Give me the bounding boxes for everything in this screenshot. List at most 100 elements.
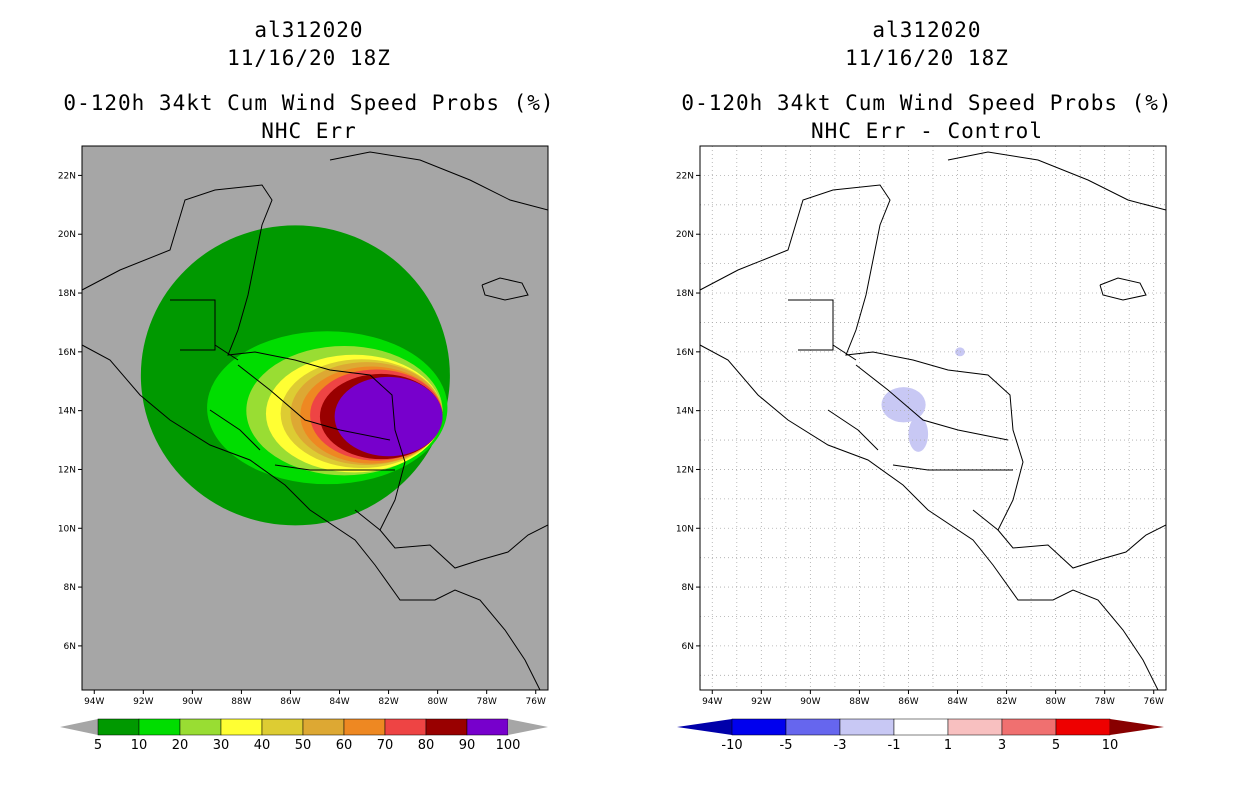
country-border xyxy=(827,409,879,451)
colorbar-swatch xyxy=(947,718,1003,736)
y-tick-label: 22N xyxy=(676,171,694,181)
x-tick-label: 82W xyxy=(996,697,1016,707)
y-tick-label: 8N xyxy=(64,583,76,593)
country-border xyxy=(855,364,1009,441)
jamaica-coastline xyxy=(1099,277,1147,301)
map-frame xyxy=(699,145,1167,691)
x-tick-label: 84W xyxy=(947,697,967,707)
x-tick-label: 76W xyxy=(526,697,546,707)
colorbar-swatch xyxy=(384,718,427,736)
storm-id-title: al312020 xyxy=(254,18,364,42)
y-tick-label: 14N xyxy=(58,407,76,417)
colorbar-swatch xyxy=(261,718,304,736)
colorbar-swatch xyxy=(785,718,841,736)
x-tick-label: 84W xyxy=(329,697,349,707)
y-tick-label: 10N xyxy=(58,524,76,534)
x-tick-label: 88W xyxy=(231,697,251,707)
colorbar-swatch xyxy=(220,718,263,736)
cuba-coastline xyxy=(329,151,548,211)
y-tick-label: 18N xyxy=(676,289,694,299)
left-map-chart: 94W 92W 90W 88W 86W 84W 82W 80W 78W 76W 22N 20N 18N 1… xyxy=(58,145,549,753)
x-tick-label: 86W xyxy=(898,697,918,707)
caribbean-coastline xyxy=(82,184,548,569)
country-border xyxy=(274,464,395,471)
colorbar-swatch xyxy=(425,718,468,736)
colorbar-label: -3 xyxy=(834,738,847,753)
x-tick-label: 90W xyxy=(800,697,820,707)
colorbar-swatch xyxy=(893,718,949,736)
right-map-chart: 94W 92W 90W 88W 86W 84W 82W 80W 78W 76W22N20N18N1… xyxy=(676,145,1167,753)
map-layer xyxy=(700,146,1166,690)
colorbar-label: 70 xyxy=(377,738,394,753)
colorbar-label: -5 xyxy=(780,738,793,753)
y-tick-label: 12N xyxy=(676,465,694,475)
y-tick-label: 20N xyxy=(58,230,76,240)
y-tick-label: 6N xyxy=(682,642,694,652)
country-border xyxy=(214,300,239,361)
x-tick-label: 80W xyxy=(427,697,447,707)
colorbar-swatch xyxy=(138,718,181,736)
x-tick-label: 92W xyxy=(133,697,153,707)
jamaica-coastline xyxy=(481,277,529,301)
colorbar-swatch xyxy=(1001,718,1057,736)
country-border xyxy=(237,364,391,441)
product-title: 0-120h 34kt Cum Wind Speed Probs (%) xyxy=(681,91,1173,115)
colorbar-label: -1 xyxy=(888,738,901,753)
product-title: 0-120h 34kt Cum Wind Speed Probs (%) xyxy=(63,91,555,115)
datetime-title: 11/16/20 18Z xyxy=(227,46,391,70)
colorbar-label: 80 xyxy=(418,738,435,753)
colorbar-label: 1 xyxy=(944,738,952,753)
y-tick-label: 22N xyxy=(58,171,76,181)
colorbar-swatch xyxy=(97,718,140,736)
anomaly-patch xyxy=(881,387,926,423)
x-tick-label: 80W xyxy=(1045,697,1065,707)
x-tick-label: 94W xyxy=(702,697,722,707)
colorbar-label: 30 xyxy=(213,738,230,753)
colorbar-swatch xyxy=(302,718,345,736)
y-tick-label: 10N xyxy=(676,524,694,534)
y-tick-label: 16N xyxy=(676,348,694,358)
colorbar-label: 3 xyxy=(998,738,1006,753)
x-tick-label: 78W xyxy=(477,697,497,707)
x-tick-label: 82W xyxy=(378,697,398,707)
colorbar-label: 5 xyxy=(1052,738,1060,753)
colorbar-label: 100 xyxy=(496,738,521,753)
y-tick-label: 16N xyxy=(58,348,76,358)
colorbar-min-arrow xyxy=(677,719,732,735)
colorbar-max-arrow xyxy=(508,719,548,735)
country-border xyxy=(972,509,999,531)
y-tick-label: 20N xyxy=(676,230,694,240)
pacific-coastline xyxy=(82,344,541,690)
country-border xyxy=(209,409,261,451)
y-tick-label: 12N xyxy=(58,465,76,475)
experiment-title: NHC Err xyxy=(261,119,357,143)
probability-contour-90 xyxy=(334,376,443,457)
colorbar-min-arrow xyxy=(60,719,98,735)
country-border xyxy=(832,300,857,361)
x-tick-label: 86W xyxy=(280,697,300,707)
pacific-coastline xyxy=(700,344,1159,690)
colorbar-swatch xyxy=(343,718,386,736)
right-chart-panel: al312020 11/16/20 18Z 0-120h 34kt Cum Wi… xyxy=(618,0,1236,800)
x-tick-label: 78W xyxy=(1095,697,1115,707)
cuba-coastline xyxy=(947,151,1166,211)
colorbar-swatch xyxy=(466,718,509,736)
y-tick-label: 18N xyxy=(58,289,76,299)
colorbar-max-arrow xyxy=(1110,719,1164,735)
anomaly-patch xyxy=(908,416,929,452)
map-frame xyxy=(81,145,549,691)
colorbar-label: 90 xyxy=(459,738,476,753)
colorbar-label: 50 xyxy=(295,738,312,753)
colorbar-swatch xyxy=(1055,718,1111,736)
colorbar-label: 20 xyxy=(172,738,189,753)
country-border xyxy=(354,509,381,531)
colorbar-label: 60 xyxy=(336,738,353,753)
y-tick-label: 14N xyxy=(676,407,694,417)
x-tick-label: 76W xyxy=(1144,697,1164,707)
datetime-title: 11/16/20 18Z xyxy=(845,46,1009,70)
colorbar-label: 10 xyxy=(1102,738,1119,753)
colorbar-swatch xyxy=(179,718,222,736)
country-border xyxy=(892,464,1013,471)
experiment-title: NHC Err - Control xyxy=(811,119,1043,143)
colorbar-swatch xyxy=(839,718,895,736)
